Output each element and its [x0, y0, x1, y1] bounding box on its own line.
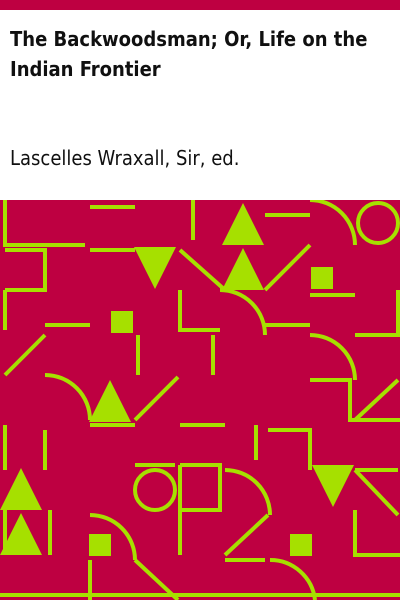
pattern-fills	[0, 203, 354, 556]
book-author: Lascelles Wraxall, Sir, ed.	[10, 146, 240, 170]
pattern-background	[0, 200, 400, 600]
cover-pattern	[0, 200, 400, 600]
pattern-strokes	[0, 200, 400, 600]
top-accent-stripe	[0, 0, 400, 10]
book-title: The Backwoodsman; Or, Life on the Indian…	[10, 27, 368, 81]
